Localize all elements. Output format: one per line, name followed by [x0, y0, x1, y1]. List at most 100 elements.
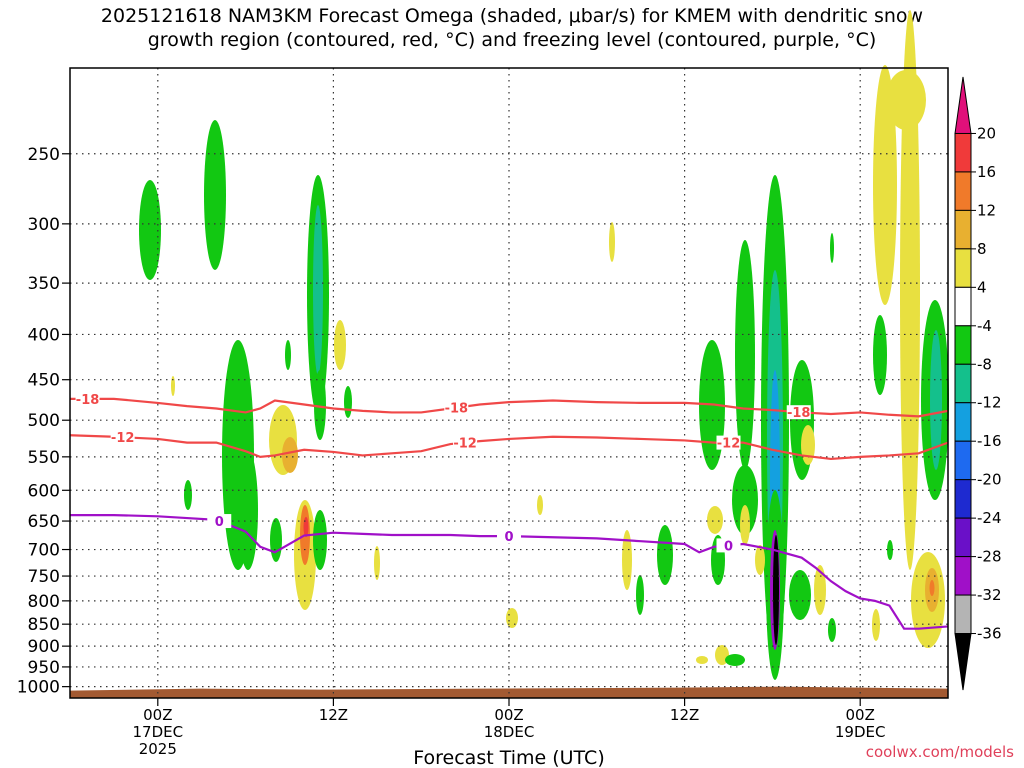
- colorbar-segment: [954, 363, 972, 404]
- x-axis-title: Forecast Time (UTC): [413, 747, 604, 768]
- colorbar-label: -20: [977, 471, 1002, 489]
- y-tick-label: 700: [28, 541, 60, 561]
- contour-label-bg: [497, 529, 521, 544]
- contour-label-bg: [110, 430, 135, 445]
- omega-shade-region: [204, 120, 226, 270]
- omega-shade-region: [171, 376, 175, 396]
- contour-label: -12: [453, 437, 477, 452]
- colorbar-label: -12: [977, 394, 1002, 412]
- y-tick-label: 650: [28, 512, 60, 532]
- x-tick-label: 2025: [139, 740, 177, 758]
- omega-shade-region: [622, 530, 632, 590]
- y-tick-label: 250: [28, 145, 60, 165]
- colorbar-segment: [954, 132, 972, 173]
- x-tick-label: 17DEC: [133, 723, 184, 741]
- colorbar-label: 12: [977, 201, 996, 219]
- grid-layer: [70, 68, 948, 698]
- y-tick-label: 300: [28, 215, 60, 235]
- contour-label-bg: [75, 391, 100, 406]
- y-tick-label: 800: [28, 592, 60, 612]
- omega-shade-region: [314, 370, 326, 440]
- omega-shade-region: [930, 330, 942, 470]
- contour-label: -18: [76, 393, 100, 408]
- colorbar-segment: [954, 556, 972, 596]
- y-tick-label: 750: [28, 567, 60, 587]
- omega-shade-region: [303, 517, 309, 537]
- credit-link[interactable]: coolwx.com/models: [865, 743, 1014, 761]
- omega-shade-region: [696, 656, 708, 664]
- omega-shade-region: [313, 510, 327, 570]
- x-tick-label: 19DEC: [835, 723, 886, 741]
- omega-shade-region: [282, 437, 298, 473]
- omega-shade-region: [707, 506, 723, 534]
- omega-shade-region: [735, 240, 755, 470]
- contour-label-bg: [444, 400, 469, 415]
- colorbar-label: 16: [977, 163, 996, 181]
- contour-label-bg: [716, 435, 741, 450]
- x-tick-label: 00Z: [143, 706, 172, 724]
- y-tick-label: 550: [28, 448, 60, 468]
- omega-shade-region: [506, 608, 518, 628]
- chart-title: 2025121618 NAM3KM Forecast Omega (shaded…: [0, 4, 1024, 52]
- colorbar-label: 4: [977, 278, 987, 296]
- omega-shade-region: [773, 535, 779, 645]
- omega-shade-region: [887, 540, 893, 560]
- contour-label: -12: [717, 437, 741, 452]
- colorbar-label: -24: [977, 509, 1002, 527]
- omega-shade-region: [609, 222, 615, 262]
- colorbar-label: -8: [977, 355, 992, 373]
- omega-shade-region: [873, 65, 897, 305]
- omega-shade-region: [725, 654, 745, 666]
- omega-shade-region: [238, 450, 258, 570]
- colorbar-segment: [954, 286, 972, 327]
- colorbar-label: -16: [977, 432, 1002, 450]
- title-line-2: growth region (contoured, red, °C) and f…: [147, 29, 877, 51]
- colorbar-segment: [954, 325, 972, 365]
- contour-label: 0: [215, 515, 224, 530]
- omega-shade-region: [636, 575, 644, 615]
- omega-shade-region: [873, 315, 887, 395]
- y-tick-label: 850: [28, 615, 60, 635]
- contour-line: [70, 397, 949, 418]
- contour-layer: -18 -18 -18 -12 -12 -12 0 0 0: [69, 391, 949, 630]
- contour-label: -18: [445, 402, 469, 417]
- omega-shade-region: [828, 618, 836, 642]
- colorbar-label: -28: [977, 548, 1002, 566]
- omega-shade-region: [886, 70, 926, 130]
- omega-shade-region: [537, 495, 543, 515]
- contour-line: [69, 434, 949, 461]
- omega-shade-region: [929, 580, 935, 596]
- omega-shade-region: [755, 545, 765, 575]
- contour-label-bg: [716, 538, 741, 553]
- colorbar-label: 8: [977, 240, 987, 258]
- x-tick-label: 12Z: [670, 706, 699, 724]
- y-tick-label: 500: [28, 411, 60, 431]
- omega-shade-region: [184, 480, 192, 510]
- title-line-1: 2025121618 NAM3KM Forecast Omega (shaded…: [100, 5, 924, 27]
- omega-shade-region: [789, 570, 811, 620]
- colorbar-segment: [954, 248, 972, 288]
- omega-shade-region: [313, 205, 323, 375]
- colorbar: 20 16 12 8 4 -4 -8 -12 -16 -20 -24 -28 -32 -36: [954, 76, 1002, 691]
- colorbar-segment: [954, 440, 972, 481]
- omega-shade-region: [830, 233, 834, 263]
- x-tick-label: 12Z: [319, 706, 348, 724]
- omega-shade-region: [285, 340, 291, 370]
- omega-shade-region: [270, 518, 282, 562]
- colorbar-label: -4: [977, 317, 992, 335]
- colorbar-segment: [954, 209, 972, 250]
- y-tick-label: 600: [28, 481, 60, 501]
- omega-shade-region: [344, 386, 352, 418]
- y-tick-label: 950: [28, 658, 60, 678]
- omega-shade-region: [872, 609, 880, 641]
- y-tick-label: 450: [28, 371, 60, 391]
- omega-shade-region: [814, 565, 826, 615]
- contour-label: -18: [787, 406, 811, 421]
- colorbar-segment: [954, 594, 972, 635]
- axes-layer: 2503003504004505005506006507007508008509…: [17, 67, 949, 768]
- colorbar-segment: [954, 402, 972, 442]
- omega-shade-region: [732, 465, 758, 535]
- omega-shade-region: [657, 525, 673, 585]
- x-tick-label: 00Z: [846, 706, 875, 724]
